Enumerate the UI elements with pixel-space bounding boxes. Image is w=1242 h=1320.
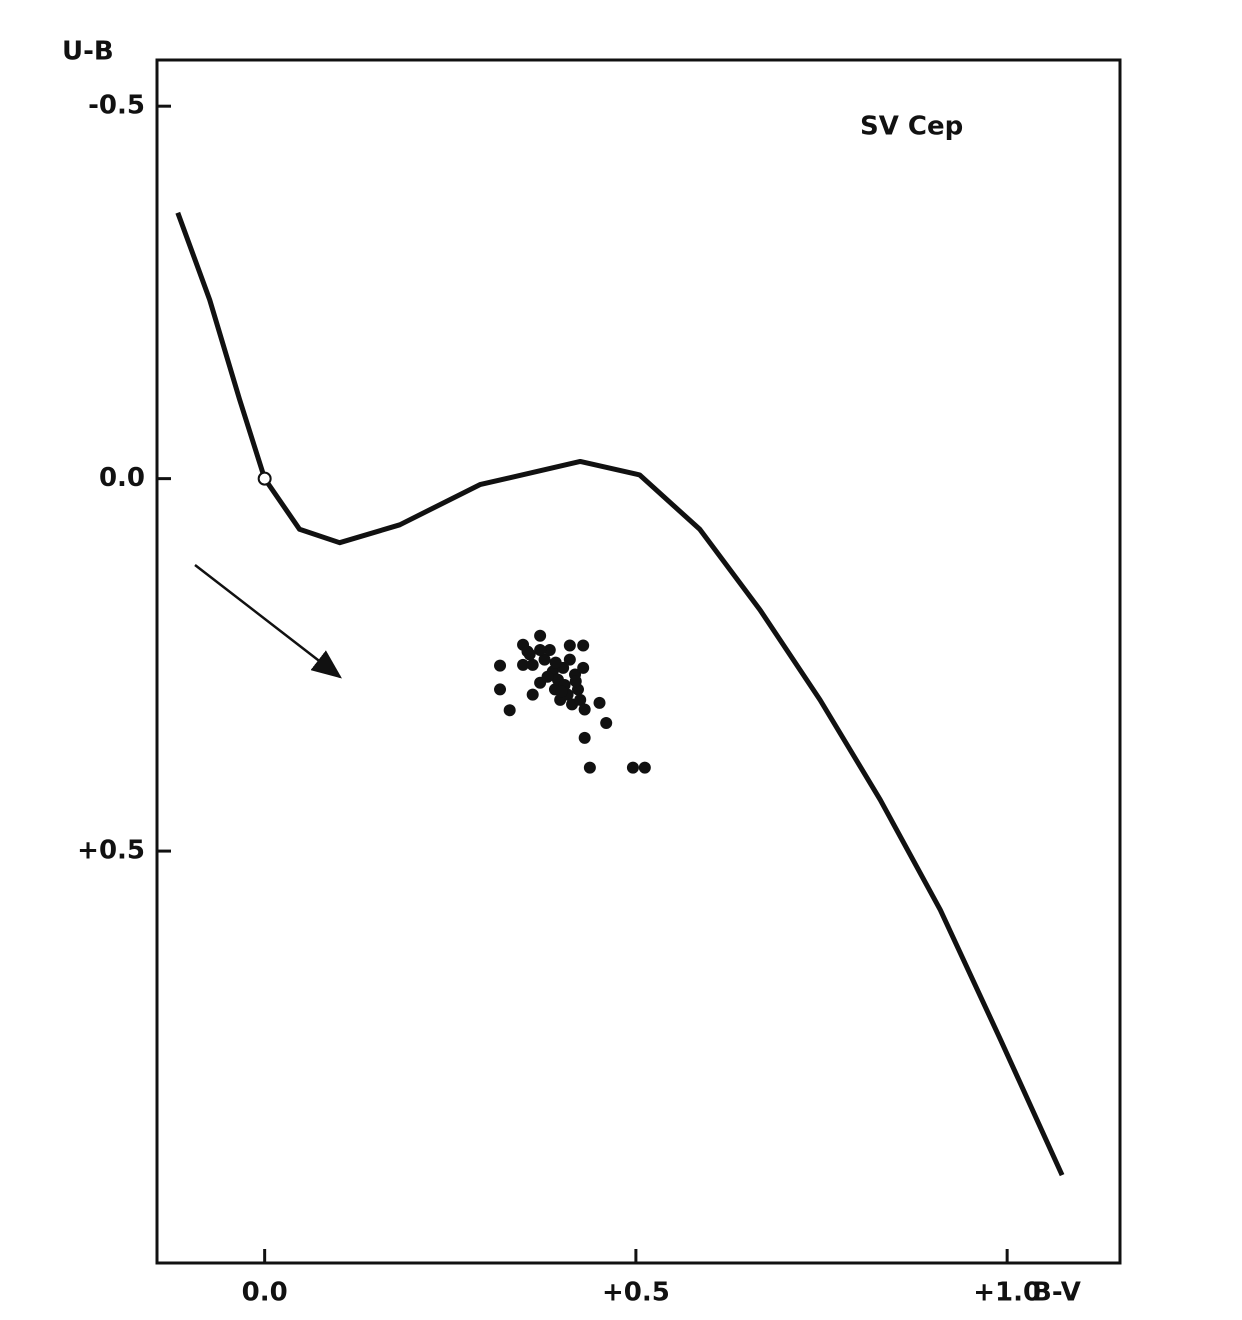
- intrinsic-line: [175, 211, 1065, 1177]
- data-point: [523, 648, 536, 661]
- data-point: [563, 639, 576, 652]
- data-point: [638, 761, 651, 774]
- data-point: [503, 704, 516, 717]
- data-point: [526, 688, 539, 701]
- data-point: [494, 659, 507, 672]
- plot-frame: [155, 58, 1122, 1265]
- annotation: SV Cep: [860, 112, 963, 142]
- data-point: [517, 658, 530, 671]
- x-tick-label: 0.0: [242, 1278, 288, 1308]
- data-point: [549, 656, 562, 669]
- data-point: [577, 661, 590, 674]
- data-point: [555, 685, 568, 698]
- y-tick-label: -0.5: [88, 91, 145, 121]
- y-axis-label: U-B: [62, 37, 114, 67]
- x-axis-label: B-V: [1032, 1278, 1081, 1308]
- data-point: [534, 643, 547, 656]
- x-tick-label: +1.0: [973, 1278, 1041, 1308]
- y-tick-label: +0.5: [77, 836, 145, 866]
- data-point: [526, 658, 539, 671]
- data-point: [541, 670, 554, 683]
- data-point: [563, 653, 576, 666]
- data-point: [578, 703, 591, 716]
- data-point: [583, 761, 596, 774]
- data-point: [543, 643, 556, 656]
- data-point: [569, 675, 582, 688]
- data-point: [593, 696, 606, 709]
- data-point: [626, 761, 639, 774]
- data-point: [574, 693, 587, 706]
- open-point: [257, 471, 272, 486]
- data-point: [600, 716, 613, 729]
- y-tick-label: 0.0: [99, 463, 145, 493]
- data-point: [534, 629, 547, 642]
- x-tick-label: +0.5: [602, 1278, 670, 1308]
- data-point: [494, 683, 507, 696]
- reddening-arrow: [194, 564, 342, 679]
- data-point: [577, 639, 590, 652]
- data-point: [538, 653, 551, 666]
- data-point: [578, 731, 591, 744]
